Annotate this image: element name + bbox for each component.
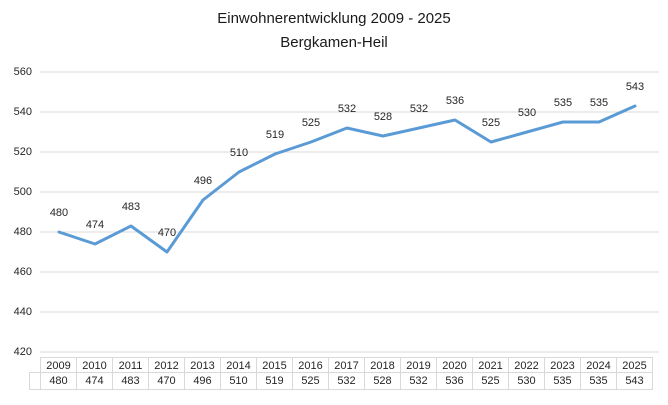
- table-value-cell: 483: [113, 372, 149, 390]
- table-value-cell: 535: [545, 372, 581, 390]
- table-value-cell: 470: [149, 372, 185, 390]
- table-year-cell: 2025: [617, 357, 653, 373]
- data-label: 496: [193, 175, 213, 187]
- data-label: 543: [625, 81, 645, 93]
- table-year-cell: 2012: [149, 357, 185, 373]
- y-axis-tick-label: 480: [13, 226, 32, 238]
- y-axis-tick-label: 440: [13, 306, 32, 318]
- table-value-cell: 474: [77, 372, 113, 390]
- table-year-cell: 2009: [41, 357, 77, 373]
- data-table-year-row: 2009 2010 2011 2012 2013 2014 2015 2016 2017 2018…: [40, 357, 653, 373]
- data-label: 535: [553, 97, 573, 109]
- chart-title: Einwohnerentwicklung 2009 - 2025 Bergkam…: [0, 7, 668, 55]
- series-line: [57, 104, 637, 254]
- table-year-cell: 2020: [437, 357, 473, 373]
- legend-key-cell: [30, 372, 41, 390]
- table-year-cell: 2021: [473, 357, 509, 373]
- table-value-cell: 525: [293, 372, 329, 390]
- data-label: 530: [517, 107, 537, 119]
- data-label: 536: [445, 95, 465, 107]
- y-axis-tick-label: 520: [13, 146, 32, 158]
- table-year-cell: 2023: [545, 357, 581, 373]
- y-axis-tick-label: 420: [13, 346, 32, 358]
- table-year-cell: 2022: [509, 357, 545, 373]
- table-value-cell: 519: [257, 372, 293, 390]
- data-label: 535: [589, 97, 609, 109]
- table-value-cell: 543: [617, 372, 653, 390]
- table-value-cell: 480: [41, 372, 77, 390]
- data-label: 532: [337, 103, 357, 115]
- table-value-cell: 496: [185, 372, 221, 390]
- data-label: 525: [481, 117, 501, 129]
- table-year-cell: 2016: [293, 357, 329, 373]
- data-label: 474: [85, 219, 105, 231]
- y-axis-tick-label: 460: [13, 266, 32, 278]
- table-year-cell: 2018: [365, 357, 401, 373]
- table-value-cell: 528: [365, 372, 401, 390]
- table-year-cell: 2011: [113, 357, 149, 373]
- data-label: 528: [373, 111, 393, 123]
- table-year-cell: 2019: [401, 357, 437, 373]
- table-value-cell: 530: [509, 372, 545, 390]
- table-value-cell: 536: [437, 372, 473, 390]
- table-value-cell: 525: [473, 372, 509, 390]
- y-axis-tick-label: 500: [13, 186, 32, 198]
- table-value-cell: 510: [221, 372, 257, 390]
- table-year-cell: 2010: [77, 357, 113, 373]
- chart-title-line2: Bergkamen-Heil: [280, 34, 388, 51]
- table-year-cell: 2024: [581, 357, 617, 373]
- data-label: 525: [301, 117, 321, 129]
- chart-title-line1: Einwohnerentwicklung 2009 - 2025: [217, 10, 451, 27]
- data-table-value-row: 480 474 483 470 496 510 519 525 532 528 532 536 525 5…: [29, 372, 653, 390]
- table-value-cell: 532: [401, 372, 437, 390]
- table-value-cell: 532: [329, 372, 365, 390]
- data-label: 532: [409, 103, 429, 115]
- data-label: 483: [121, 201, 141, 213]
- table-year-cell: 2013: [185, 357, 221, 373]
- data-label: 519: [265, 129, 285, 141]
- table-year-cell: 2017: [329, 357, 365, 373]
- data-label: 510: [229, 147, 249, 159]
- table-value-cell: 535: [581, 372, 617, 390]
- table-year-cell: 2015: [257, 357, 293, 373]
- data-label: 470: [157, 227, 177, 239]
- y-axis-tick-label: 560: [13, 66, 32, 78]
- data-label: 480: [49, 207, 69, 219]
- y-axis-tick-label: 540: [13, 106, 32, 118]
- table-year-cell: 2014: [221, 357, 257, 373]
